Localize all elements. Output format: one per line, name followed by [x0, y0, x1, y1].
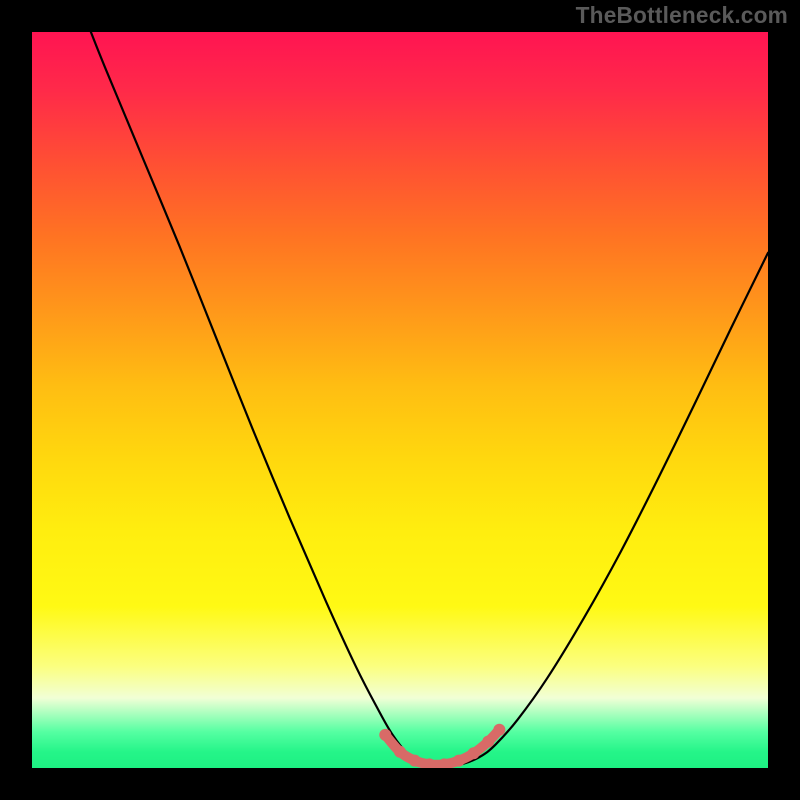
highlight-bead: [468, 747, 480, 759]
chart-stage: TheBottleneck.com: [0, 0, 800, 800]
highlight-bead: [394, 746, 406, 758]
plot-background: [32, 32, 768, 768]
highlight-bead: [493, 724, 505, 736]
highlight-bead: [482, 736, 494, 748]
watermark-text: TheBottleneck.com: [576, 2, 788, 29]
highlight-bead: [409, 755, 421, 767]
highlight-bead: [379, 729, 391, 741]
highlight-bead: [453, 755, 465, 767]
bottleneck-chart: [0, 0, 800, 800]
